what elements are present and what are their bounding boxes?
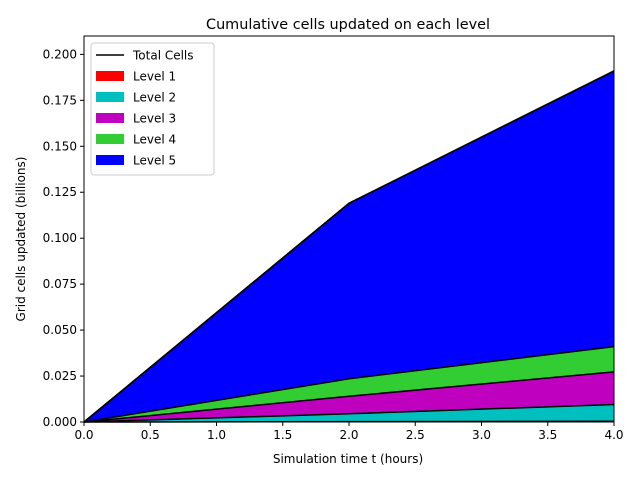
area-level-5	[84, 70, 614, 422]
y-tick-label: 0.100	[43, 231, 77, 245]
x-tick-label: 0.0	[74, 428, 93, 442]
x-tick-label: 1.5	[273, 428, 292, 442]
total-cells-line	[83, 70, 615, 423]
y-tick-label: 0.200	[43, 47, 77, 61]
y-axis-label: Grid cells updated (billions)	[14, 157, 28, 322]
boundary-line-level-3	[83, 371, 615, 423]
chart-title: Cumulative cells updated on each level	[206, 17, 490, 33]
y-tick-label: 0.175	[43, 93, 77, 107]
area-level-2	[84, 404, 614, 422]
legend-swatch-level-3	[96, 113, 124, 123]
y-tick-label: 0.000	[43, 415, 77, 429]
y-axis: 0.000 0.025 0.050 0.075 0.100 0.125 0.150 0.175…	[43, 47, 84, 429]
boundary-line-level-4	[83, 345, 615, 423]
x-tick-label: 3.5	[538, 428, 557, 442]
y-tick-label: 0.050	[43, 323, 77, 337]
x-tick-label: 2.5	[406, 428, 425, 442]
y-tick-label: 0.025	[43, 369, 77, 383]
legend-label-level-1: Level 1	[133, 70, 176, 84]
legend-label-total-cells: Total Cells	[132, 49, 194, 63]
legend-swatch-level-4	[96, 134, 124, 144]
x-tick-label: 2.0	[339, 428, 358, 442]
y-tick-label: 0.150	[43, 139, 77, 153]
area-level-4	[84, 346, 614, 422]
legend-label-level-4: Level 4	[133, 133, 176, 147]
legend-label-level-5: Level 5	[133, 154, 176, 168]
legend: Total Cells Level 1 Level 2 Level 3 Level 4 L…	[90, 42, 215, 176]
x-axis: 0.0 0.5 1.0 1.5 2.0 2.5 3.0 3.5 4.0	[74, 422, 624, 442]
x-axis-label: Simulation time t (hours)	[273, 452, 423, 466]
legend-swatch-level-2	[96, 92, 124, 102]
legend-swatch-level-1	[96, 71, 124, 81]
x-tick-label: 1.0	[207, 428, 226, 442]
legend-swatch-level-5	[96, 155, 124, 165]
x-tick-label: 3.0	[472, 428, 491, 442]
y-tick-label: 0.075	[43, 277, 77, 291]
x-tick-label: 4.0	[604, 428, 623, 442]
x-tick-label: 0.5	[141, 428, 160, 442]
legend-label-level-3: Level 3	[133, 112, 176, 126]
y-tick-label: 0.125	[43, 185, 77, 199]
legend-label-level-2: Level 2	[133, 91, 176, 105]
boundary-line-level-2	[83, 403, 615, 423]
